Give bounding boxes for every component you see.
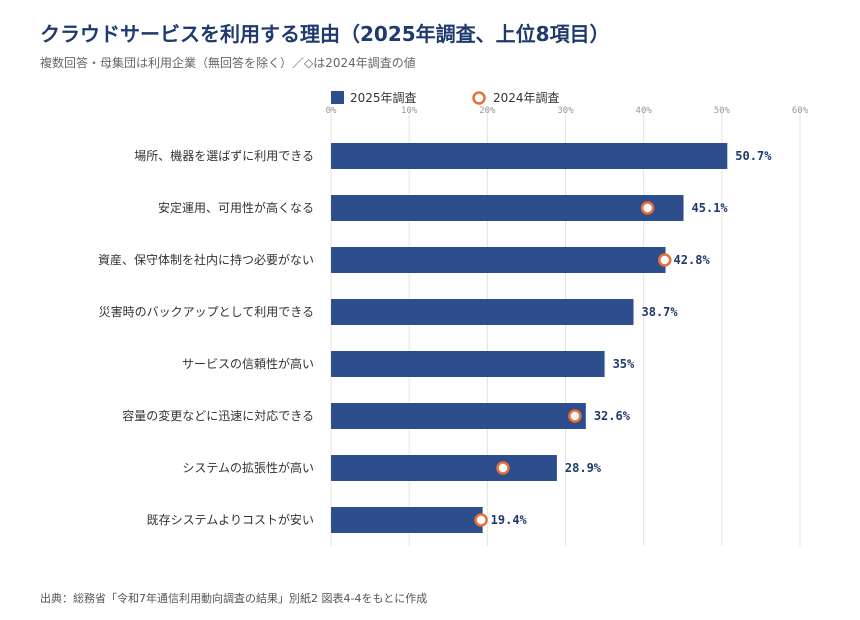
bar-2025 (331, 247, 666, 273)
x-tick-label: 60% (792, 106, 809, 116)
marker-2024 (496, 461, 510, 475)
marker-2024 (474, 513, 488, 527)
legend-marker-2024 (472, 91, 486, 105)
category-label: 安定運用、可用性が高くなる (158, 200, 314, 215)
category-label: 災害時のバックアップとして利用できる (99, 304, 314, 319)
bar-2025 (331, 299, 634, 325)
category-label: システムの拡張性が高い (182, 460, 314, 475)
bar-2025 (331, 195, 684, 221)
x-tick-label: 30% (557, 106, 574, 116)
value-label: 32.6% (594, 409, 631, 423)
bar-2025 (331, 403, 586, 429)
category-label: 場所、機器を選ばずに利用できる (134, 148, 314, 163)
x-tick-label: 10% (401, 106, 418, 116)
value-label: 38.7% (642, 305, 679, 319)
category-label: サービスの信頼性が高い (182, 356, 314, 371)
category-label: 資産、保守体制を社内に持つ必要がない (98, 252, 314, 267)
bar-2025 (331, 143, 728, 169)
category-label: 容量の変更などに迅速に対応できる (122, 408, 314, 423)
value-label: 45.1% (692, 201, 729, 215)
category-label: 既存システムよりコストが安い (147, 512, 314, 527)
legend-label-2024: 2024年調査 (493, 91, 560, 105)
chart-title: クラウドサービスを利用する理由（2025年調査、上位8項目） (40, 22, 610, 46)
value-label: 50.7% (735, 149, 772, 163)
chart-subtitle: 複数回答・母集団は利用企業（無回答を除く）／◇は2024年調査の値 (40, 56, 416, 70)
value-label: 35% (613, 357, 635, 371)
marker-2024 (658, 253, 672, 267)
legend-swatch-2025 (331, 91, 344, 104)
x-tick-label: 20% (479, 106, 496, 116)
legend-label-2025: 2025年調査 (350, 91, 417, 105)
value-label: 19.4% (491, 513, 528, 527)
marker-2024 (568, 409, 582, 423)
marker-2024 (640, 201, 655, 215)
x-tick-label: 50% (714, 106, 731, 116)
bar-2025 (331, 455, 557, 481)
value-label: 42.8% (674, 253, 711, 267)
bar-2025 (331, 351, 605, 377)
source-note: 出典：総務省「令和7年通信利用動向調査の結果」別紙2 図表4-4をもとに作成 (40, 592, 428, 605)
x-tick-label: 0% (326, 106, 337, 116)
value-label: 28.9% (565, 461, 602, 475)
bar-2025 (331, 507, 483, 533)
x-tick-label: 40% (636, 106, 653, 116)
